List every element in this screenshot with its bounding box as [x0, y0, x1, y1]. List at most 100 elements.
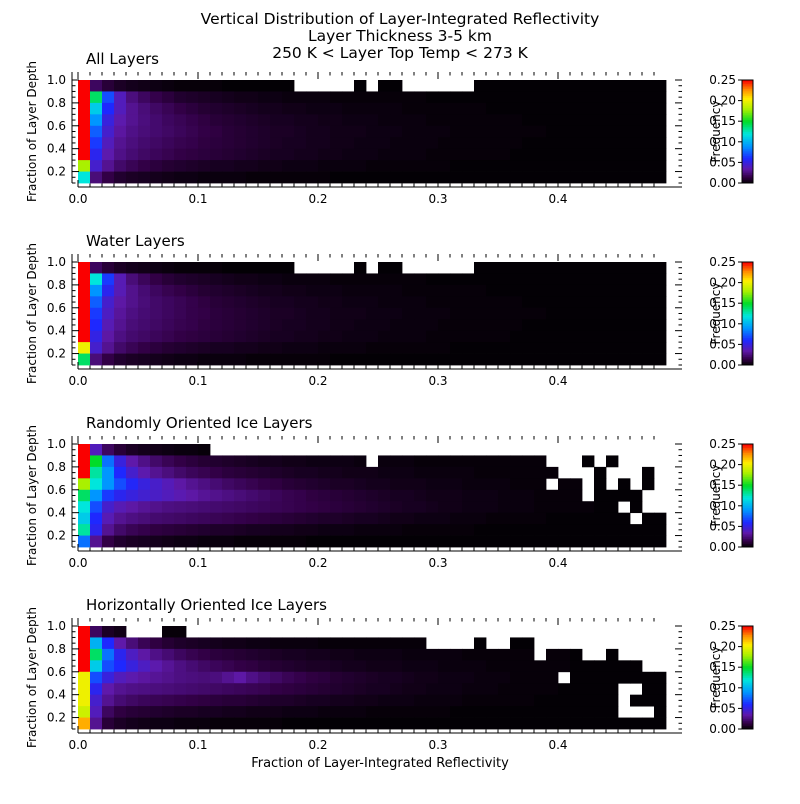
heatmap-cell — [174, 342, 187, 354]
heatmap-cell — [198, 637, 211, 650]
heatmap-cell — [102, 80, 115, 92]
colorbar-tick-label: 0.20 — [709, 458, 736, 472]
heatmap-cell — [402, 284, 415, 297]
heatmap-cell — [90, 319, 103, 332]
heatmap-cell — [402, 660, 415, 673]
heatmap-cell — [438, 273, 451, 286]
colorbar-segment — [742, 134, 753, 138]
y-tick-label: 1.0 — [47, 437, 66, 451]
heatmap-cell — [582, 125, 595, 138]
heatmap-cell — [258, 137, 271, 150]
colorbar-label: Frequency — [709, 101, 723, 163]
colorbar-tick-label: 0.10 — [709, 499, 736, 513]
heatmap-cell — [546, 353, 559, 366]
heatmap-cell — [294, 501, 307, 514]
heatmap-cell — [246, 125, 259, 138]
heatmap-cell — [654, 319, 667, 332]
heatmap-cell — [174, 444, 187, 456]
heatmap-cell — [558, 660, 571, 673]
heatmap-cell — [582, 512, 595, 525]
heatmap-cell — [282, 706, 295, 718]
heatmap-cell — [438, 284, 451, 297]
heatmap-cell — [654, 307, 667, 320]
heatmap-cell — [366, 501, 379, 514]
heatmap-cell — [606, 717, 619, 730]
heatmap-cell — [174, 648, 187, 661]
heatmap-cell — [498, 478, 511, 491]
heatmap-cell — [546, 102, 559, 115]
heatmap-cell — [654, 273, 667, 286]
heatmap-cell — [234, 683, 247, 696]
heatmap-cell — [318, 353, 331, 366]
heatmap-cell — [522, 694, 535, 707]
colorbar-tick-label: 0.20 — [709, 94, 736, 108]
heatmap-cell — [90, 262, 103, 274]
heatmap-cell — [438, 501, 451, 514]
heatmap-cell — [558, 137, 571, 150]
heatmap-cell — [150, 171, 163, 184]
colorbar-tick-label: 0.15 — [709, 114, 736, 128]
heatmap-cell — [558, 535, 571, 548]
heatmap-cell — [354, 683, 367, 696]
colorbar-segment — [742, 81, 753, 84]
heatmap-cell — [198, 273, 211, 286]
heatmap-cell — [390, 466, 403, 479]
heatmap-cell — [162, 637, 175, 650]
heatmap-cell — [318, 489, 331, 502]
heatmap-cell — [378, 91, 391, 104]
heatmap-cell — [150, 148, 163, 161]
heatmap-cell — [582, 262, 595, 274]
heatmap-cell — [306, 353, 319, 366]
heatmap-cell — [174, 171, 187, 184]
heatmap-cell — [306, 148, 319, 161]
heatmap-cell — [582, 284, 595, 297]
heatmap-cell — [594, 80, 607, 92]
heatmap-cell — [414, 535, 427, 548]
heatmap-cell — [102, 478, 115, 491]
heatmap-cell — [546, 80, 559, 92]
heatmap-cell — [150, 160, 163, 172]
heatmap-cell — [126, 171, 139, 184]
colorbar-segment — [742, 524, 753, 527]
heatmap-cell — [102, 91, 115, 104]
heatmap-cell — [174, 478, 187, 491]
heatmap-cell — [354, 102, 367, 115]
heatmap-cell — [270, 342, 283, 354]
heatmap-cell — [390, 102, 403, 115]
heatmap-cell — [222, 524, 235, 536]
heatmap-cell — [390, 671, 403, 684]
heatmap-cell — [210, 478, 223, 491]
heatmap-cell — [198, 137, 211, 150]
heatmap-cell — [318, 524, 331, 536]
heatmap-cell — [282, 353, 295, 366]
heatmap-cell — [162, 148, 175, 161]
heatmap-cell — [198, 102, 211, 115]
heatmap-cell — [210, 717, 223, 730]
colorbar-segment — [742, 279, 753, 282]
heatmap-cell — [438, 694, 451, 707]
heatmap-cell — [438, 342, 451, 354]
heatmap-cell — [282, 296, 295, 309]
y-axis-label: Fraction of Layer Depth — [25, 607, 39, 748]
heatmap-cell — [114, 535, 127, 548]
heatmap-cell — [438, 671, 451, 684]
heatmap-cell — [606, 137, 619, 150]
heatmap-cell — [150, 307, 163, 320]
heatmap-cell — [438, 717, 451, 730]
heatmap-cell — [618, 353, 631, 366]
heatmap-cell — [174, 102, 187, 115]
colorbar-segment — [742, 119, 753, 122]
colorbar-segment — [742, 519, 753, 522]
heatmap-cell — [594, 694, 607, 707]
heatmap-cell — [618, 137, 631, 150]
heatmap-cell — [306, 660, 319, 673]
heatmap-cell — [498, 501, 511, 514]
heatmap-cell — [570, 660, 583, 673]
heatmap-cell — [330, 478, 343, 491]
colorbar-segment — [742, 454, 753, 457]
heatmap-cell — [246, 466, 259, 479]
heatmap-cell — [78, 330, 91, 343]
heatmap-cell — [402, 535, 415, 548]
heatmap-cell — [414, 455, 427, 468]
heatmap-cell — [426, 125, 439, 138]
